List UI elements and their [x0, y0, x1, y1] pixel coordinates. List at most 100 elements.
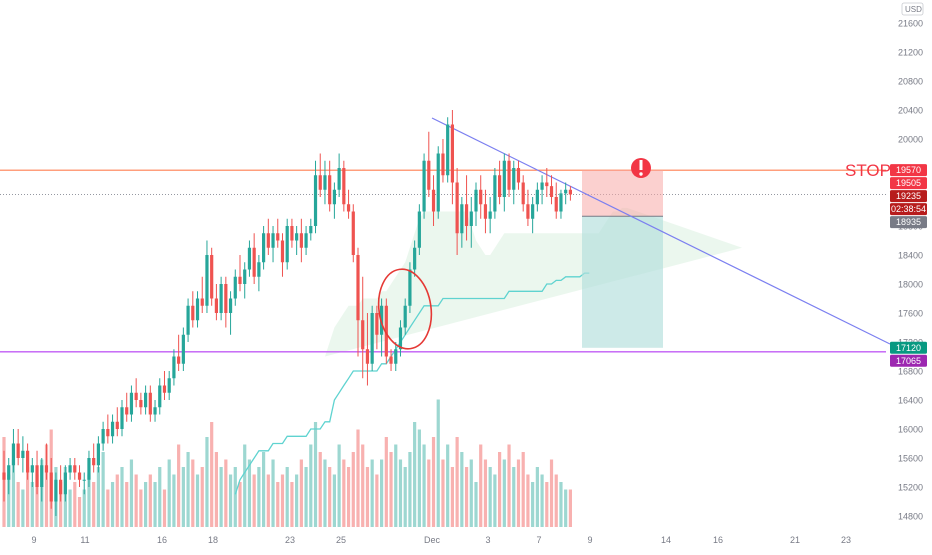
- y-axis-tick: 16800: [898, 367, 923, 377]
- volume-bar: [474, 482, 478, 527]
- candle-body: [346, 204, 351, 212]
- volume-bar: [77, 497, 82, 527]
- candle-body: [549, 186, 554, 197]
- candle-body: [427, 160, 431, 190]
- volume-bar: [384, 437, 388, 527]
- volume-bar: [455, 437, 459, 527]
- candle-body: [177, 356, 181, 364]
- volume-bar: [413, 422, 417, 527]
- candle-body: [535, 189, 539, 205]
- volume-bar: [11, 459, 16, 527]
- volume-bar: [323, 459, 327, 527]
- volume-bar: [559, 482, 563, 527]
- candle-body: [172, 356, 176, 379]
- volume-bar: [346, 467, 351, 527]
- x-axis-tick: 9: [31, 535, 36, 545]
- candle-body: [309, 226, 313, 234]
- y-axis-tick: 21200: [898, 48, 923, 58]
- volume-bar: [101, 452, 105, 527]
- candle-body: [464, 204, 469, 226]
- x-axis-tick: 23: [285, 535, 295, 545]
- candle-body: [73, 465, 77, 473]
- volume-bar: [380, 459, 384, 527]
- candle-body: [276, 233, 280, 241]
- y-axis-tick: 15200: [898, 483, 923, 493]
- volume-bar: [110, 482, 115, 527]
- candle-body: [167, 378, 171, 393]
- volume-bar: [441, 459, 445, 527]
- circle-annotation[interactable]: [374, 266, 437, 352]
- x-axis-tick: 21: [790, 535, 800, 545]
- volume-bar: [318, 452, 322, 527]
- volume-bar: [516, 459, 521, 527]
- take-profit-zone[interactable]: [582, 216, 663, 348]
- y-axis-tick: 16000: [898, 425, 923, 435]
- price-tag: [890, 203, 927, 216]
- currency-badge[interactable]: [901, 2, 924, 16]
- candle-body: [469, 211, 473, 226]
- candle-body: [205, 255, 209, 306]
- volume-bar: [247, 459, 252, 527]
- volume-bar: [403, 467, 407, 527]
- volume-bar: [271, 459, 275, 527]
- volume-bar: [233, 467, 237, 527]
- candle-body: [115, 421, 119, 429]
- volume-bar: [450, 467, 454, 527]
- volume-bar: [498, 452, 502, 527]
- candle-body: [243, 269, 247, 284]
- candle-body: [342, 168, 346, 205]
- x-axis-tick: 18: [208, 535, 218, 545]
- candle-body: [488, 211, 492, 219]
- candle-body: [214, 298, 218, 313]
- candle-body: [181, 334, 185, 364]
- volume-bar: [120, 467, 124, 527]
- candle-body: [87, 458, 91, 480]
- price-tag: [890, 164, 927, 177]
- volume-bar: [564, 489, 568, 527]
- volume-bar: [153, 482, 157, 527]
- candle-body: [328, 175, 332, 205]
- volume-bar: [26, 467, 30, 527]
- candle-body: [389, 356, 393, 364]
- x-axis-tick: 16: [713, 535, 723, 545]
- volume-bar: [304, 467, 308, 527]
- candle-body: [195, 298, 200, 321]
- volume-bar: [252, 474, 256, 527]
- candle-body: [139, 400, 143, 408]
- candle-body: [77, 472, 82, 480]
- candle-body: [540, 182, 544, 190]
- volume-bar: [285, 467, 289, 527]
- volume-bar: [238, 482, 242, 527]
- price-tag: [890, 354, 927, 367]
- candle-body: [554, 197, 558, 212]
- volume-bar: [243, 444, 247, 527]
- volume-bar: [125, 482, 129, 527]
- volume-bar: [214, 452, 218, 527]
- volume-bar: [394, 444, 398, 527]
- stop-loss-zone[interactable]: [582, 170, 663, 217]
- candle-body: [224, 284, 228, 313]
- price-tag-label: 17065: [896, 356, 921, 366]
- volume-bar: [35, 474, 39, 527]
- candle-body: [431, 189, 436, 212]
- volume-bar: [129, 459, 134, 527]
- candle-body: [148, 392, 152, 415]
- candle-body: [238, 276, 242, 284]
- volume-bar: [479, 444, 483, 527]
- price-tag-label: 18935: [896, 217, 921, 227]
- currency-label: USD: [905, 5, 922, 14]
- candle-body: [408, 269, 412, 306]
- candle-body: [568, 189, 572, 195]
- x-axis-tick: 23: [841, 535, 851, 545]
- y-axis-tick: 20800: [898, 77, 923, 87]
- volume-bar: [92, 482, 96, 527]
- volume-bar: [219, 467, 223, 527]
- volume-bar: [417, 429, 421, 527]
- candle-body: [35, 465, 39, 487]
- price-tag: [890, 190, 927, 203]
- trendline[interactable]: [431, 117, 891, 345]
- volume-bar: [276, 482, 280, 527]
- candle-body: [101, 429, 105, 444]
